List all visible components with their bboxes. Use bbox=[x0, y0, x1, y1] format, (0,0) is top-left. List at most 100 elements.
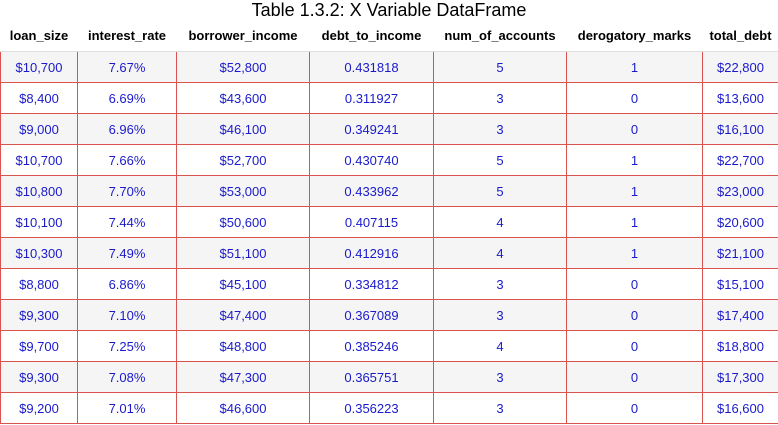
column-header: derogatory_marks bbox=[566, 20, 703, 52]
table-cell-total-debt: $21,100 bbox=[702, 237, 778, 269]
table-row: $9,700 7.25% $48,800 0.385246 4 0 $18,800 bbox=[0, 330, 778, 362]
table-cell-borrower-income: $46,600 bbox=[176, 392, 310, 424]
table-cell-borrower-income: $52,800 bbox=[176, 51, 310, 83]
table-row: $9,200 7.01% $46,600 0.356223 3 0 $16,600 bbox=[0, 392, 778, 424]
table-cell-num-of-accounts: 4 bbox=[433, 237, 567, 269]
column-header: interest_rate bbox=[77, 20, 177, 52]
table-cell-loan-size: $8,800 bbox=[0, 268, 78, 300]
table-cell-derogatory-marks: 1 bbox=[566, 144, 703, 176]
table-cell-interest-rate: 7.08% bbox=[77, 361, 177, 393]
table-cell-derogatory-marks: 1 bbox=[566, 175, 703, 207]
table-cell-total-debt: $15,100 bbox=[702, 268, 778, 300]
table-cell-total-debt: $23,000 bbox=[702, 175, 778, 207]
column-header: total_debt bbox=[702, 20, 778, 52]
table-cell-num-of-accounts: 5 bbox=[433, 175, 567, 207]
table-cell-borrower-income: $48,800 bbox=[176, 330, 310, 362]
table-header: loan_size interest_rate borrower_income … bbox=[0, 20, 778, 52]
table-cell-derogatory-marks: 0 bbox=[566, 268, 703, 300]
table-cell-derogatory-marks: 1 bbox=[566, 206, 703, 238]
table-cell-total-debt: $17,400 bbox=[702, 299, 778, 331]
table-cell-debt-to-income: 0.407115 bbox=[309, 206, 434, 238]
table-row: $10,800 7.70% $53,000 0.433962 5 1 $23,000 bbox=[0, 175, 778, 207]
table-cell-total-debt: $16,600 bbox=[702, 392, 778, 424]
table-cell-total-debt: $13,600 bbox=[702, 82, 778, 114]
table-cell-total-debt: $22,800 bbox=[702, 51, 778, 83]
table-cell-num-of-accounts: 3 bbox=[433, 113, 567, 145]
table-cell-borrower-income: $50,600 bbox=[176, 206, 310, 238]
table-row: $10,700 7.66% $52,700 0.430740 5 1 $22,700 bbox=[0, 144, 778, 176]
table-row: $8,800 6.86% $45,100 0.334812 3 0 $15,100 bbox=[0, 268, 778, 300]
table-cell-debt-to-income: 0.365751 bbox=[309, 361, 434, 393]
table-cell-loan-size: $10,800 bbox=[0, 175, 78, 207]
table-cell-interest-rate: 6.96% bbox=[77, 113, 177, 145]
table-cell-num-of-accounts: 3 bbox=[433, 299, 567, 331]
column-header: debt_to_income bbox=[309, 20, 434, 52]
table-cell-interest-rate: 6.86% bbox=[77, 268, 177, 300]
table-cell-debt-to-income: 0.334812 bbox=[309, 268, 434, 300]
dataframe-table: loan_size interest_rate borrower_income … bbox=[0, 20, 778, 424]
table-cell-interest-rate: 7.10% bbox=[77, 299, 177, 331]
table-caption: Table 1.3.2: X Variable DataFrame bbox=[251, 0, 527, 20]
table-cell-interest-rate: 7.25% bbox=[77, 330, 177, 362]
table-cell-loan-size: $10,700 bbox=[0, 51, 78, 83]
table-cell-borrower-income: $51,100 bbox=[176, 237, 310, 269]
table-cell-interest-rate: 7.67% bbox=[77, 51, 177, 83]
table-cell-interest-rate: 7.70% bbox=[77, 175, 177, 207]
table-cell-debt-to-income: 0.430740 bbox=[309, 144, 434, 176]
table-row: $10,300 7.49% $51,100 0.412916 4 1 $21,100 bbox=[0, 237, 778, 269]
table-cell-total-debt: $16,100 bbox=[702, 113, 778, 145]
table-cell-interest-rate: 6.69% bbox=[77, 82, 177, 114]
column-header: num_of_accounts bbox=[433, 20, 567, 52]
table-cell-debt-to-income: 0.433962 bbox=[309, 175, 434, 207]
table-cell-loan-size: $9,700 bbox=[0, 330, 78, 362]
table-cell-debt-to-income: 0.385246 bbox=[309, 330, 434, 362]
table-cell-borrower-income: $43,600 bbox=[176, 82, 310, 114]
table-cell-total-debt: $17,300 bbox=[702, 361, 778, 393]
table-cell-num-of-accounts: 3 bbox=[433, 392, 567, 424]
table-cell-derogatory-marks: 1 bbox=[566, 51, 703, 83]
table-cell-debt-to-income: 0.311927 bbox=[309, 82, 434, 114]
table-cell-debt-to-income: 0.431818 bbox=[309, 51, 434, 83]
table-cell-total-debt: $18,800 bbox=[702, 330, 778, 362]
table-row: $9,300 7.08% $47,300 0.365751 3 0 $17,300 bbox=[0, 361, 778, 393]
table-cell-loan-size: $9,200 bbox=[0, 392, 78, 424]
table-body: $10,700 7.67% $52,800 0.431818 5 1 $22,800 $8,4… bbox=[0, 51, 778, 424]
header-row: loan_size interest_rate borrower_income … bbox=[0, 20, 778, 52]
table-row: $9,000 6.96% $46,100 0.349241 3 0 $16,100 bbox=[0, 113, 778, 145]
table-cell-interest-rate: 7.01% bbox=[77, 392, 177, 424]
table-cell-loan-size: $10,700 bbox=[0, 144, 78, 176]
column-header: borrower_income bbox=[176, 20, 310, 52]
table-cell-borrower-income: $46,100 bbox=[176, 113, 310, 145]
table-cell-total-debt: $22,700 bbox=[702, 144, 778, 176]
table-cell-num-of-accounts: 5 bbox=[433, 51, 567, 83]
table-cell-interest-rate: 7.66% bbox=[77, 144, 177, 176]
table-row: $9,300 7.10% $47,400 0.367089 3 0 $17,400 bbox=[0, 299, 778, 331]
table-row: $10,700 7.67% $52,800 0.431818 5 1 $22,800 bbox=[0, 51, 778, 83]
table-cell-derogatory-marks: 1 bbox=[566, 237, 703, 269]
table-cell-num-of-accounts: 3 bbox=[433, 82, 567, 114]
table-cell-loan-size: $10,300 bbox=[0, 237, 78, 269]
table-row: $10,100 7.44% $50,600 0.407115 4 1 $20,600 bbox=[0, 206, 778, 238]
table-cell-debt-to-income: 0.356223 bbox=[309, 392, 434, 424]
table-cell-num-of-accounts: 3 bbox=[433, 268, 567, 300]
table-cell-derogatory-marks: 0 bbox=[566, 361, 703, 393]
table-cell-debt-to-income: 0.412916 bbox=[309, 237, 434, 269]
table-row: $8,400 6.69% $43,600 0.311927 3 0 $13,600 bbox=[0, 82, 778, 114]
table-cell-interest-rate: 7.49% bbox=[77, 237, 177, 269]
table-cell-num-of-accounts: 3 bbox=[433, 361, 567, 393]
table-cell-num-of-accounts: 5 bbox=[433, 144, 567, 176]
table-cell-loan-size: $9,300 bbox=[0, 361, 78, 393]
table-cell-borrower-income: $53,000 bbox=[176, 175, 310, 207]
table-cell-debt-to-income: 0.367089 bbox=[309, 299, 434, 331]
table-cell-num-of-accounts: 4 bbox=[433, 206, 567, 238]
table-cell-loan-size: $9,300 bbox=[0, 299, 78, 331]
table-cell-loan-size: $10,100 bbox=[0, 206, 78, 238]
table-cell-borrower-income: $52,700 bbox=[176, 144, 310, 176]
table-cell-derogatory-marks: 0 bbox=[566, 330, 703, 362]
table-cell-borrower-income: $47,300 bbox=[176, 361, 310, 393]
table-cell-derogatory-marks: 0 bbox=[566, 82, 703, 114]
table-cell-total-debt: $20,600 bbox=[702, 206, 778, 238]
table-cell-debt-to-income: 0.349241 bbox=[309, 113, 434, 145]
table-cell-loan-size: $8,400 bbox=[0, 82, 78, 114]
table-cell-derogatory-marks: 0 bbox=[566, 299, 703, 331]
